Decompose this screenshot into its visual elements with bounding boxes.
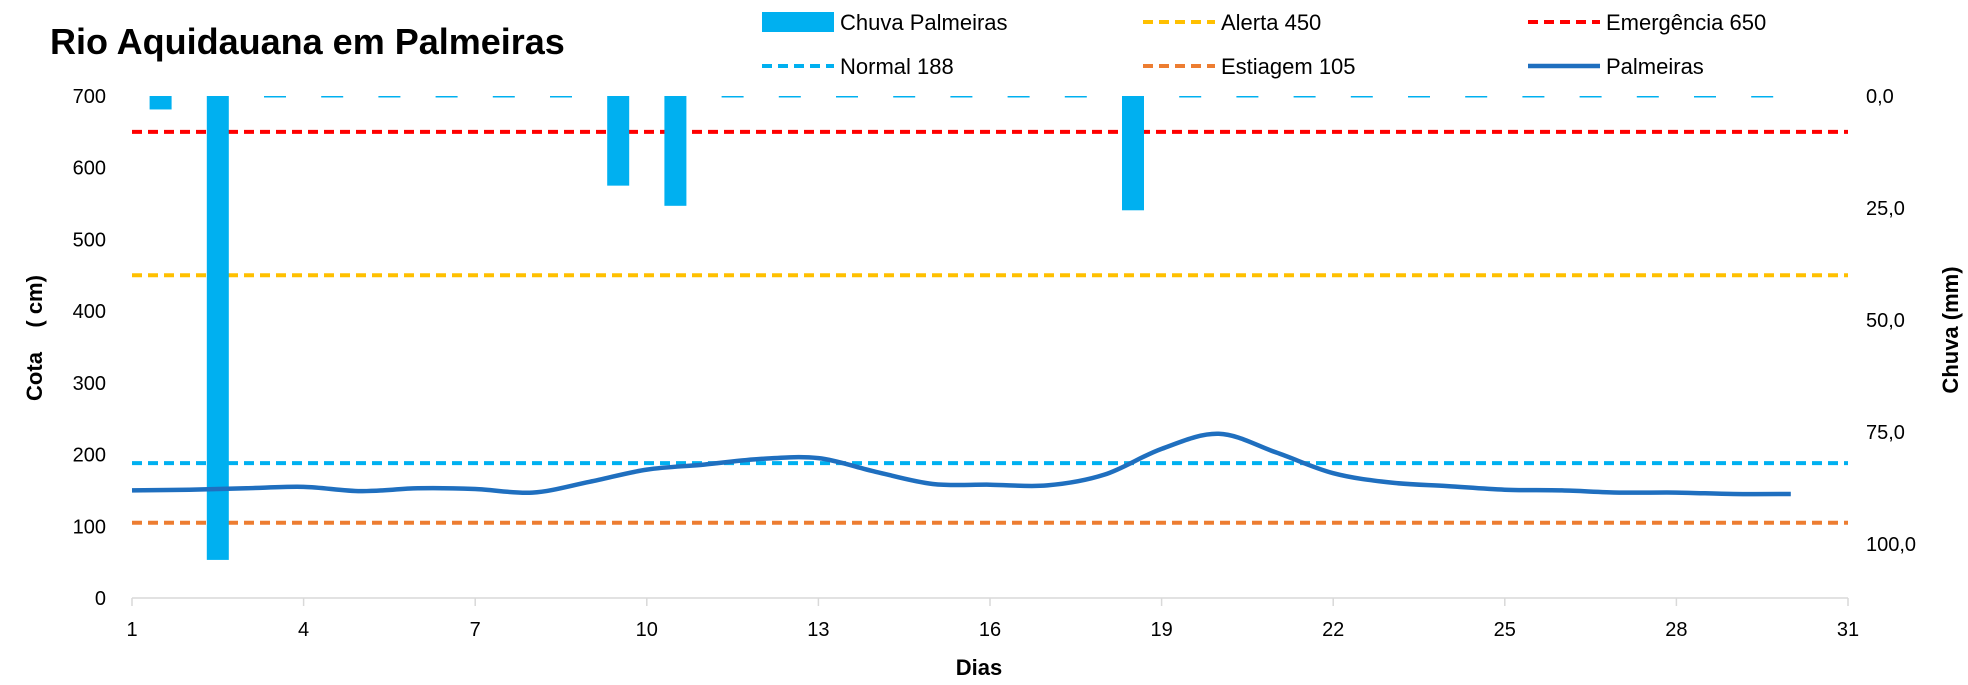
rain-bar — [836, 96, 858, 98]
rain-bar — [664, 96, 686, 206]
rain-bar — [1008, 96, 1030, 98]
y-tick-label: 700 — [73, 86, 106, 108]
rain-bar — [950, 96, 972, 98]
x-tick-label: 7 — [470, 619, 481, 641]
y-tick-label: 100 — [73, 516, 106, 538]
x-axis-label: Dias — [956, 655, 1002, 680]
rain-bar — [722, 96, 744, 98]
y2-tick-label: 50,0 — [1866, 310, 1905, 332]
rain-bar — [779, 96, 801, 98]
x-tick-label: 25 — [1494, 619, 1516, 641]
rain-bar — [1294, 96, 1316, 98]
y-tick-label: 400 — [73, 301, 106, 323]
rain-bar — [893, 96, 915, 98]
rain-bar — [1580, 96, 1602, 98]
rain-bar — [378, 96, 400, 98]
y-tick-label: 200 — [73, 445, 106, 467]
y2-tick-label: 75,0 — [1866, 422, 1905, 444]
legend-label: Estiagem 105 — [1221, 54, 1356, 79]
rain-bar — [1351, 96, 1373, 98]
x-tick-label: 28 — [1665, 619, 1687, 641]
rain-bar — [264, 96, 286, 98]
legend-label: Alerta 450 — [1221, 10, 1321, 35]
rain-bar — [550, 96, 572, 98]
x-tick-label: 4 — [298, 619, 309, 641]
y-tick-label: 0 — [95, 588, 106, 610]
legend-label: Normal 188 — [840, 54, 954, 79]
rain-bar — [607, 96, 629, 186]
rain-bar — [1751, 96, 1773, 98]
rain-bar — [1637, 96, 1659, 98]
rain-bar — [1122, 96, 1144, 210]
rain-bar — [1465, 96, 1487, 98]
rain-bar — [436, 96, 458, 98]
chart-title: Rio Aquidauana em Palmeiras — [50, 21, 565, 62]
rain-bar — [493, 96, 515, 98]
y-tick-label: 600 — [73, 158, 106, 180]
rain-bar — [321, 96, 343, 98]
x-tick-label: 13 — [807, 619, 829, 641]
legend-label: Emergência 650 — [1606, 10, 1766, 35]
x-tick-label: 10 — [636, 619, 658, 641]
y2-tick-label: 100,0 — [1866, 534, 1916, 556]
legend-label: Palmeiras — [1606, 54, 1704, 79]
rain-bar — [1065, 96, 1087, 98]
y2-axis-label: Chuva (mm) — [1938, 266, 1963, 393]
rain-bar — [1522, 96, 1544, 98]
rain-bar — [150, 96, 172, 109]
y-axis-label: Cota ( cm) — [22, 275, 47, 401]
rain-bar — [1694, 96, 1716, 98]
rain-bar — [1236, 96, 1258, 98]
x-tick-label: 22 — [1322, 619, 1344, 641]
y2-tick-label: 0,0 — [1866, 86, 1894, 108]
x-tick-label: 19 — [1150, 619, 1172, 641]
x-tick-label: 16 — [979, 619, 1001, 641]
rain-bar — [1179, 96, 1201, 98]
legend-label: Chuva Palmeiras — [840, 10, 1008, 35]
y2-tick-label: 25,0 — [1866, 198, 1905, 220]
x-tick-label: 1 — [126, 619, 137, 641]
y-tick-label: 300 — [73, 373, 106, 395]
x-tick-label: 31 — [1837, 619, 1859, 641]
legend-swatch — [762, 12, 834, 32]
y-tick-label: 500 — [73, 229, 106, 251]
rain-bar — [1408, 96, 1430, 98]
